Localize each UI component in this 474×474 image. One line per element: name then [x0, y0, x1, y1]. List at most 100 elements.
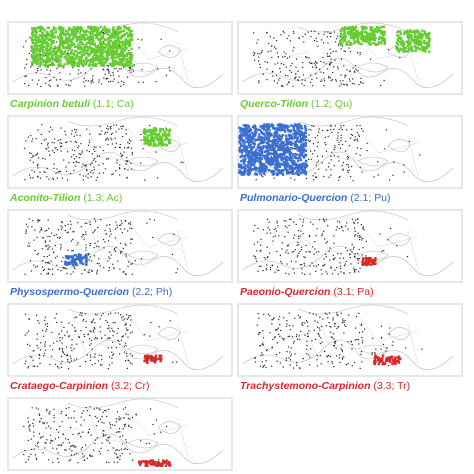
plot-dot	[58, 431, 60, 433]
plot-dot	[87, 431, 90, 433]
range-dot	[79, 27, 82, 30]
range-dot	[98, 47, 101, 51]
plot-dot	[36, 165, 39, 167]
range-dot	[98, 60, 101, 63]
plot-dot	[93, 168, 95, 171]
range-dot	[30, 45, 33, 48]
range-dot	[366, 262, 370, 265]
plot-dot	[47, 273, 50, 275]
range-dot	[362, 258, 365, 261]
plot-dot	[290, 177, 292, 179]
plot-dot	[310, 62, 312, 65]
plot-dot	[326, 52, 329, 55]
range-dot	[248, 135, 252, 138]
plot-dot	[82, 456, 84, 458]
plot-dot	[285, 357, 288, 359]
plot-dot	[333, 149, 335, 151]
plot-dot	[35, 457, 37, 459]
range-dot	[58, 58, 61, 62]
plot-dot	[330, 125, 332, 127]
range-dot	[64, 40, 67, 43]
plot-dot	[128, 425, 130, 428]
plot-dot	[258, 265, 260, 267]
caption-code: (3.1; Pa)	[333, 286, 373, 298]
caption: Physospermo-Quercion (2.2; Ph)	[10, 286, 172, 298]
plot-dot	[67, 249, 69, 251]
plot-dot	[353, 267, 355, 269]
plot-dot	[311, 62, 313, 64]
plot-dot	[274, 336, 276, 338]
range-dot	[36, 41, 40, 44]
range-dot	[368, 41, 371, 44]
plot-dot	[310, 30, 313, 32]
plot-dot	[301, 136, 303, 138]
plot-dot	[306, 56, 308, 59]
plot-dot	[58, 348, 61, 351]
plot-dot	[107, 313, 110, 315]
plot-dot	[124, 168, 126, 170]
plot-dot	[275, 230, 277, 232]
map-panel: Querco-Tilion (1.2; Qu)	[237, 21, 463, 110]
plot-dot	[44, 171, 46, 173]
range-dot	[76, 28, 79, 32]
range-dot	[38, 55, 41, 58]
plot-dot	[87, 333, 90, 335]
range-dot	[131, 64, 134, 68]
plot-dot	[67, 358, 69, 361]
plot-dot	[123, 151, 125, 153]
range-dot	[265, 131, 268, 134]
range-dot	[284, 167, 288, 170]
range-dot	[127, 63, 130, 66]
plot-dot	[353, 221, 355, 223]
plot-dot	[260, 354, 262, 356]
plot-dot	[81, 150, 83, 152]
range-dot	[288, 149, 292, 152]
range-dot	[143, 135, 146, 139]
range-dot	[96, 26, 100, 30]
plot-dot	[312, 246, 314, 248]
range-dot	[417, 47, 420, 50]
range-dot	[118, 31, 122, 34]
plot-dot	[351, 243, 353, 246]
plot-dot	[118, 428, 121, 430]
plot-dot	[31, 169, 33, 171]
plot-dot	[98, 79, 100, 81]
plot-dot	[313, 62, 315, 64]
plot-dot	[89, 455, 91, 457]
range-dot	[66, 43, 70, 46]
plot-dot	[276, 328, 278, 331]
range-dot	[341, 27, 344, 30]
plot-dot	[379, 233, 381, 235]
plot-dot	[324, 263, 326, 265]
plot-dot	[137, 81, 140, 83]
range-dot	[67, 257, 71, 260]
range-dot	[253, 142, 257, 146]
plot-dot	[348, 314, 350, 316]
plot-dot	[101, 415, 103, 418]
plot-dot	[118, 340, 120, 342]
plot-dot	[340, 83, 342, 85]
range-dot	[261, 167, 265, 170]
plot-dot	[294, 152, 296, 155]
range-dot	[75, 49, 78, 53]
plot-dot	[89, 454, 91, 456]
plot-dot	[89, 414, 91, 417]
plot-dot	[347, 363, 349, 365]
range-dot	[302, 168, 306, 172]
range-dot	[121, 58, 124, 62]
range-dot	[122, 47, 125, 51]
plot-dot	[336, 314, 338, 316]
plot-dot	[117, 81, 119, 84]
range-dot	[117, 46, 121, 50]
plot-dot	[46, 167, 48, 169]
range-dot	[78, 47, 81, 50]
range-dot	[286, 126, 289, 130]
range-dot	[383, 362, 387, 365]
plot-dot	[87, 173, 89, 175]
range-dot	[273, 148, 276, 151]
plot-dot	[340, 348, 342, 350]
plot-dot	[50, 427, 52, 429]
range-dot	[44, 61, 48, 64]
plot-dot	[95, 336, 97, 339]
plot-dot	[352, 248, 355, 250]
